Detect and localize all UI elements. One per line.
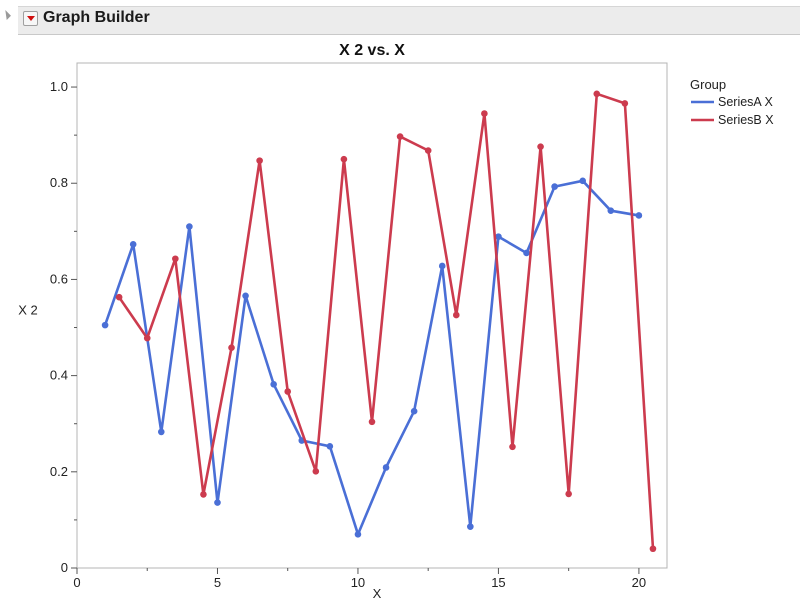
x-axis-label: X — [373, 586, 382, 599]
series-1-point — [129, 241, 137, 248]
series-1-point — [186, 223, 193, 230]
series-1-point — [242, 292, 249, 300]
y-tick-label: 0.4 — [50, 368, 68, 383]
series-2-point — [368, 418, 376, 426]
series-1-point — [354, 531, 362, 538]
title-bar: Graph Builder — [0, 0, 800, 38]
series-1-point — [551, 183, 558, 190]
series-2-point — [143, 334, 151, 342]
x-tick-label: 0 — [73, 575, 80, 590]
series-2-point — [256, 157, 263, 164]
series-2-point — [509, 443, 516, 451]
y-tick-label: 0.8 — [50, 175, 68, 190]
legend-title: Group — [690, 77, 726, 92]
series-2-point — [565, 490, 572, 498]
series-2-point — [284, 388, 292, 395]
legend-label-1: SeriesA X — [718, 95, 774, 109]
title-bar-background — [18, 6, 800, 35]
series-1-point — [157, 428, 165, 436]
x-tick-label: 5 — [214, 575, 221, 590]
series-2-point — [621, 100, 629, 107]
series-2-point — [593, 90, 601, 98]
plot-frame — [76, 62, 668, 569]
series-2-point — [424, 147, 432, 154]
series-2-point — [312, 468, 320, 475]
x-tick-label: 15 — [491, 575, 505, 590]
series-1-point — [270, 380, 277, 388]
series-1-point — [635, 212, 643, 219]
y-tick-label: 0 — [61, 560, 68, 575]
red-triangle-menu-icon[interactable] — [23, 11, 38, 26]
series-line-2 — [117, 92, 655, 551]
series-1-point — [607, 207, 615, 214]
series-1-point — [579, 177, 587, 185]
x-tick-label: 10 — [351, 575, 365, 590]
series-2-point — [340, 155, 348, 163]
series-1-point — [467, 523, 474, 530]
series-1-point — [438, 262, 446, 270]
legend-label-2: SeriesB X — [718, 113, 774, 127]
series-2-point — [115, 293, 123, 301]
series-2-point — [452, 311, 460, 319]
series-1-point — [382, 464, 390, 471]
series-2-point — [228, 344, 235, 352]
series-2-point — [396, 133, 404, 140]
y-axis-label: X 2 — [18, 303, 38, 318]
series-1-point — [101, 321, 109, 329]
x-tick-label: 20 — [632, 575, 646, 590]
app-title: Graph Builder — [43, 9, 150, 26]
series-2-point — [481, 110, 488, 117]
y-tick-label: 0.2 — [50, 464, 68, 479]
chart-title: X 2 vs. X — [339, 42, 405, 59]
series-line-1 — [103, 179, 641, 536]
y-tick-label: 0.6 — [50, 271, 68, 286]
series-1-point — [523, 249, 530, 257]
series-1-point — [410, 407, 418, 415]
y-tick-label: 1.0 — [50, 79, 68, 94]
series-2-point — [537, 143, 544, 150]
series-2-point — [200, 491, 207, 498]
series-2-point — [649, 545, 657, 553]
series-1-point — [214, 499, 221, 506]
series-1-point — [495, 233, 502, 240]
series-2-point — [172, 255, 179, 263]
series-1-point — [326, 443, 334, 450]
